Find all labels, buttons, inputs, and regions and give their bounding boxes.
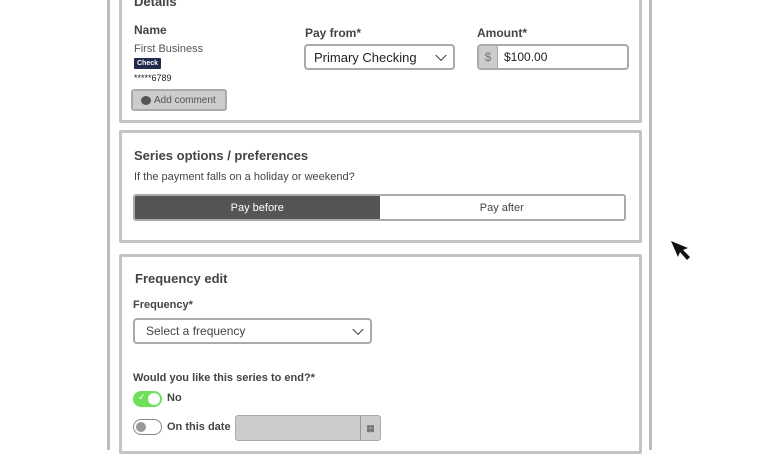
check-icon: ✓ — [138, 392, 146, 402]
currency-prefix: $ — [479, 46, 498, 68]
frequency-placeholder: Select a frequency — [146, 324, 246, 338]
amount-label: Amount* — [477, 26, 527, 40]
page-frame — [107, 0, 652, 450]
end-no-toggle[interactable]: ✓ — [133, 391, 162, 407]
chevron-down-icon — [352, 323, 364, 336]
account-number: *****6789 — [134, 73, 172, 83]
add-comment-label: Add comment — [154, 94, 216, 106]
pay-from-select[interactable]: Primary Checking — [304, 44, 455, 70]
pay-before-option[interactable]: Pay before — [135, 196, 380, 219]
end-date-toggle[interactable] — [133, 419, 162, 435]
details-title: Details — [134, 0, 177, 9]
pay-from-value: Primary Checking — [314, 49, 417, 65]
holiday-segmented-control: Pay before Pay after — [133, 194, 626, 221]
pay-from-label: Pay from* — [305, 26, 362, 40]
holiday-question: If the payment falls on a holiday or wee… — [134, 171, 355, 183]
frequency-select[interactable]: Select a frequency — [133, 318, 372, 344]
amount-input[interactable]: $100.00 — [504, 50, 548, 64]
end-date-label: On this date — [167, 421, 231, 433]
frequency-label: Frequency* — [133, 299, 193, 311]
series-options-card: Series options / preferences If the paym… — [119, 130, 642, 243]
end-date-input[interactable]: ▦ — [235, 415, 381, 441]
frequency-card: Frequency edit Frequency* Select a frequ… — [119, 254, 642, 454]
series-title: Series options / preferences — [134, 148, 309, 163]
comment-icon — [141, 95, 151, 105]
mouse-cursor-icon — [671, 241, 690, 260]
amount-field[interactable]: $ $100.00 — [477, 44, 629, 70]
calendar-icon[interactable]: ▦ — [360, 416, 380, 440]
details-card: Details Name First Business Check *****6… — [119, 0, 642, 123]
end-no-label: No — [167, 392, 182, 404]
end-question: Would you like this series to end?* — [133, 372, 315, 384]
frequency-title: Frequency edit — [135, 271, 228, 286]
pay-after-option[interactable]: Pay after — [379, 196, 624, 219]
name-label: Name — [134, 23, 167, 37]
payee-name: First Business — [134, 43, 204, 55]
add-comment-button[interactable]: Add comment — [131, 89, 227, 111]
payee-type-badge: Check — [134, 58, 162, 69]
chevron-down-icon — [435, 49, 447, 62]
